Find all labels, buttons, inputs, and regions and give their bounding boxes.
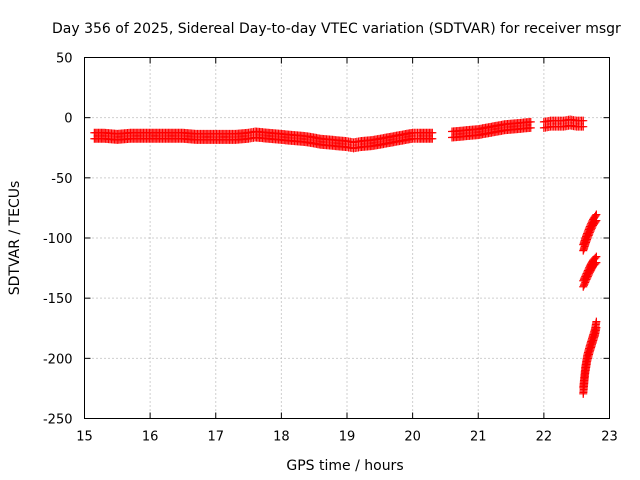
- x-tick-label: 17: [207, 430, 224, 445]
- y-tick-label: -250: [43, 413, 73, 428]
- series-arc-middle: [579, 252, 601, 291]
- data-point: [591, 259, 600, 268]
- y-tick-label: 50: [56, 52, 73, 67]
- chart-title: Day 356 of 2025, Sidereal Day-to-day VTE…: [52, 21, 621, 37]
- x-tick-label: 19: [339, 430, 356, 445]
- y-tick-label: -200: [43, 352, 73, 367]
- series-main-band: [90, 127, 437, 153]
- series-segment-2: [448, 117, 535, 142]
- data-point: [592, 216, 601, 225]
- x-tick-label: 18: [273, 430, 290, 445]
- series-arc-lower: [579, 317, 601, 398]
- data-marks: [90, 115, 601, 398]
- data-point: [591, 217, 600, 226]
- x-tick-label: 15: [76, 430, 93, 445]
- x-tick-label: 16: [142, 430, 159, 445]
- x-tick-label: 23: [601, 430, 618, 445]
- grid: [84, 57, 610, 419]
- y-tick-label: -50: [51, 172, 72, 187]
- y-tick-label: -100: [43, 232, 73, 247]
- y-tick-label: 0: [64, 112, 72, 127]
- data-point: [428, 134, 437, 143]
- x-axis-label: GPS time / hours: [286, 458, 403, 474]
- x-tick-label: 21: [470, 430, 487, 445]
- data-point: [592, 258, 601, 267]
- data-point: [526, 123, 535, 132]
- data-point: [579, 122, 588, 131]
- series-arc-upper: [579, 210, 601, 255]
- axis-ticks: 15 16 17 18 19 20 21 22 23 50 0 -50 -100 -150 -200 -250: [43, 52, 618, 445]
- series-segment-3: [539, 115, 588, 132]
- x-tick-label: 20: [404, 430, 421, 445]
- y-tick-label: -150: [43, 292, 73, 307]
- data-point: [592, 323, 601, 332]
- x-tick-label: 22: [536, 430, 553, 445]
- y-axis-label: SDTVAR / TECUs: [7, 181, 23, 296]
